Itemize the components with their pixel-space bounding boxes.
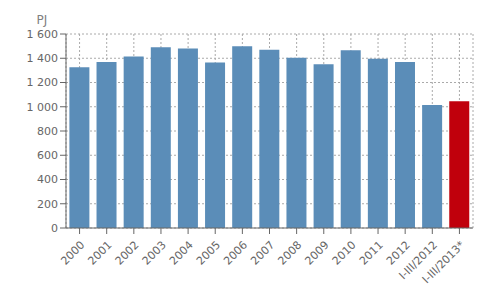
svg-text:200: 200	[37, 198, 58, 211]
svg-text:2000: 2000	[58, 239, 87, 268]
svg-text:2002: 2002	[113, 239, 142, 268]
svg-text:1 200: 1 200	[27, 76, 59, 89]
svg-text:2008: 2008	[275, 239, 304, 268]
svg-text:I-III/2013*: I-III/2013*	[420, 238, 468, 286]
svg-text:2012: 2012	[384, 238, 413, 268]
svg-text:2004: 2004	[167, 239, 196, 268]
svg-text:800: 800	[37, 125, 58, 138]
svg-text:2003: 2003	[140, 239, 169, 268]
svg-text:1 000: 1 000	[27, 101, 59, 114]
svg-text:2006: 2006	[221, 239, 250, 268]
svg-text:2005: 2005	[194, 239, 223, 268]
svg-text:I-III/2012: I-III/2012	[396, 238, 441, 283]
svg-text:0: 0	[51, 222, 58, 235]
svg-text:2009: 2009	[303, 239, 332, 268]
svg-text:2001: 2001	[85, 239, 114, 268]
svg-text:PJ: PJ	[37, 13, 48, 27]
svg-text:600: 600	[37, 149, 58, 162]
svg-text:400: 400	[37, 173, 58, 186]
svg-text:2010: 2010	[330, 239, 359, 268]
svg-text:1 600: 1 600	[27, 28, 59, 41]
svg-text:1 400: 1 400	[27, 52, 59, 65]
svg-text:2011: 2011	[357, 239, 386, 268]
svg-text:2007: 2007	[248, 239, 277, 268]
